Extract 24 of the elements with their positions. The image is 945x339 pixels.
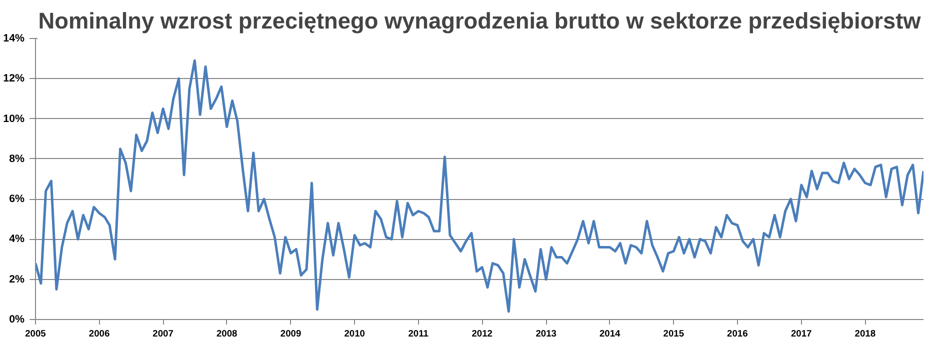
y-tick-label: 14%	[3, 32, 26, 44]
x-tick-label: 2013	[536, 328, 556, 338]
x-tick-label: 2016	[727, 328, 748, 338]
x-tick-label: 2018	[854, 328, 876, 338]
x-tick-label: 2010	[344, 328, 365, 338]
chart-title: Nominalny wzrost przeciętnego wynagrodzenia brutto w sektorze przedsiębiorstw	[38, 8, 922, 34]
y-tick-label: 2%	[9, 273, 26, 286]
line-series	[36, 59, 924, 313]
x-tick-label: 2014	[599, 328, 622, 338]
x-tick-label: 2008	[216, 328, 238, 338]
y-tick-label: 12%	[3, 72, 26, 85]
y-tick-label: 6%	[9, 193, 26, 206]
x-tick-label: 2007	[152, 328, 174, 338]
y-tick-label: 10%	[3, 112, 26, 125]
x-tick-label: 2005	[25, 328, 46, 338]
y-tick-label: 4%	[9, 233, 26, 246]
x-tick-label: 2011	[408, 328, 428, 338]
x-tick-label: 2009	[280, 328, 302, 338]
x-tick-label: 2012	[472, 328, 493, 338]
x-tick-label: 2017	[790, 328, 812, 338]
y-tick-label: 8%	[9, 152, 26, 165]
y-tick-label: 0%	[9, 314, 26, 326]
x-tick-label: 2015	[663, 328, 684, 338]
x-tick-label: 2006	[88, 328, 110, 338]
